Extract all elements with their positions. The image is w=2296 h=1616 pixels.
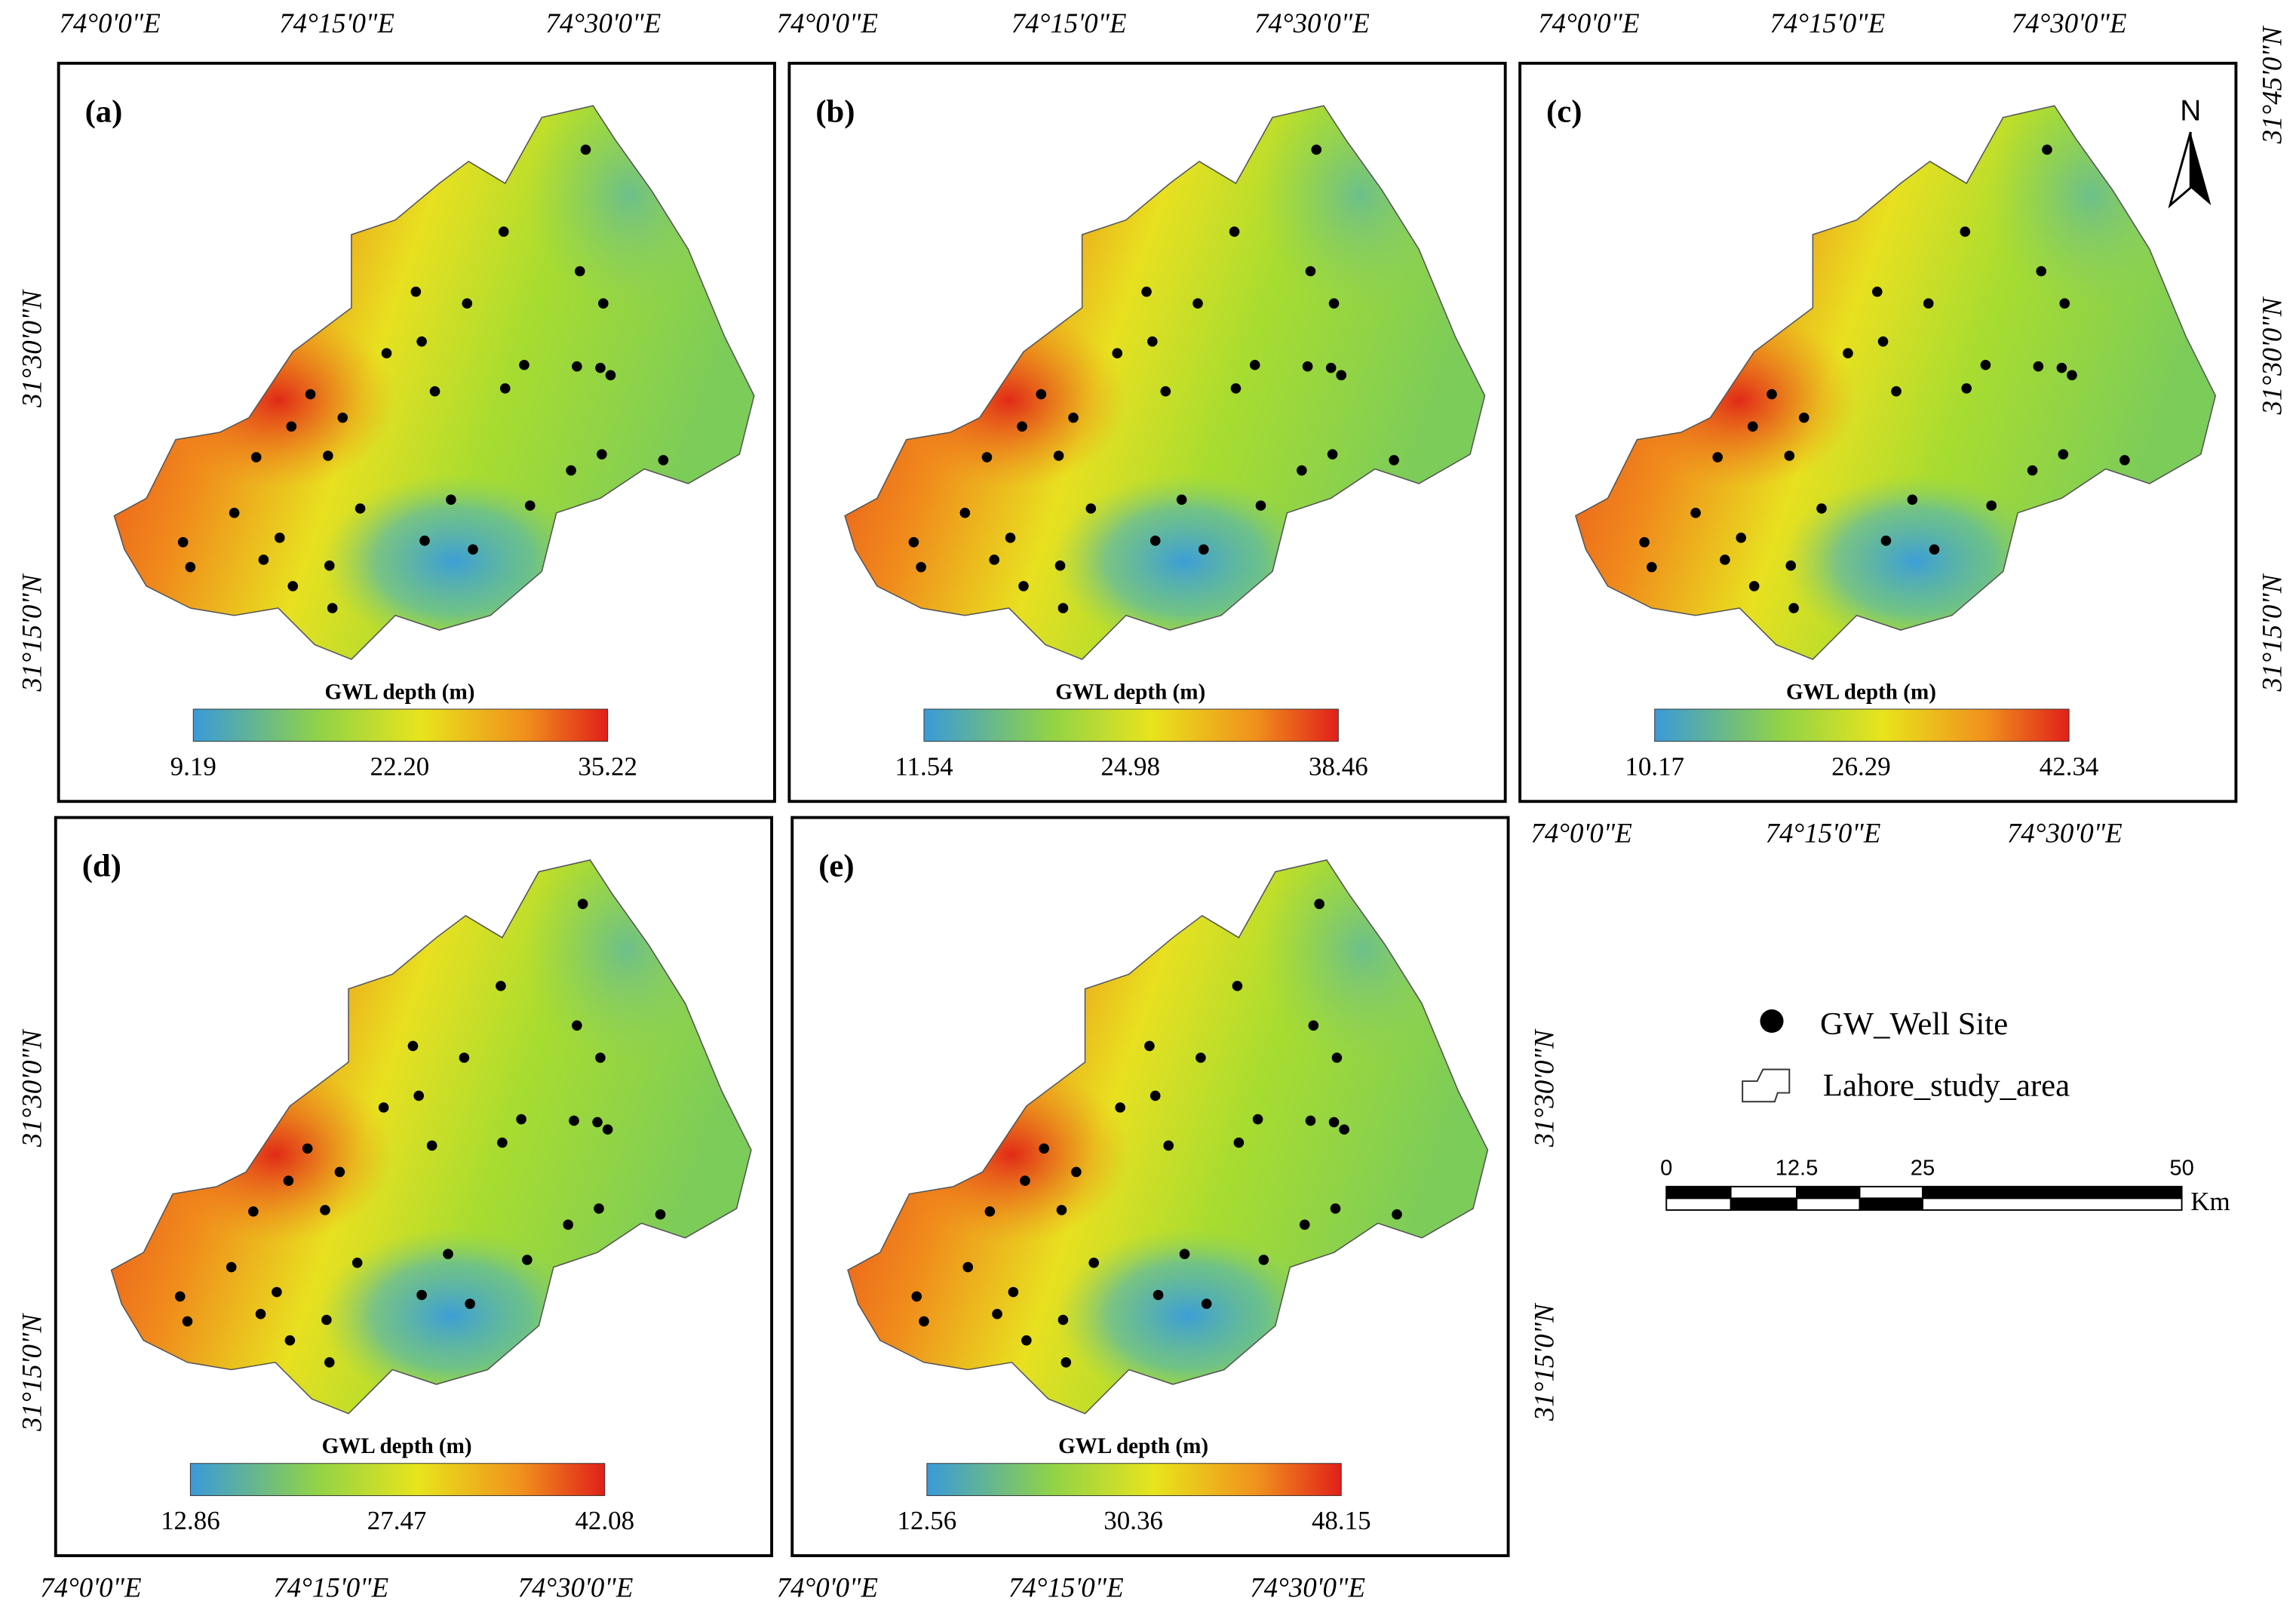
- latitude-label: 31°30'0"N: [1529, 1028, 1560, 1147]
- longitude-label: 74°0'0"E: [1530, 818, 1631, 849]
- panel-frame: [787, 61, 1507, 803]
- panel-label: (d): [82, 848, 121, 883]
- longitude-label: 74°0'0"E: [40, 1571, 141, 1602]
- scale-bar-segment: [1859, 1185, 1923, 1200]
- legend-well-symbol: [1760, 1009, 1784, 1033]
- longitude-label: 74°15'0"E: [279, 8, 394, 38]
- panel-label: (e): [818, 848, 854, 883]
- latitude-label: 31°15'0"N: [1529, 1302, 1560, 1421]
- colorbar-title: GWL depth (m): [325, 680, 475, 704]
- legend-item: GW_Well Site: [1820, 1006, 2008, 1042]
- north-arrow: [2168, 131, 2192, 209]
- latitude-label: 31°15'0"N: [2257, 573, 2288, 692]
- colorbar: [189, 1463, 606, 1496]
- panel-frame: [1518, 61, 2238, 803]
- colorbar-title: GWL depth (m): [1786, 680, 1936, 704]
- longitude-label: 74°30'0"E: [1250, 1571, 1365, 1602]
- study-area-map: [114, 78, 754, 659]
- latitude-label: 31°30'0"N: [16, 1028, 47, 1147]
- colorbar-label: 12.56: [898, 1506, 957, 1535]
- map-panel: (d) GWL depth (m) 12.86 27.47 42.08: [54, 816, 774, 1557]
- scale-bar-segment: [1730, 1185, 1797, 1200]
- longitude-label: 74°0'0"E: [59, 8, 160, 38]
- panel-label: (a): [85, 94, 123, 129]
- longitude-label: 74°0'0"E: [777, 8, 878, 38]
- panel-label: (b): [815, 94, 855, 129]
- study-area-map: [848, 832, 1487, 1414]
- study-area-map: [112, 832, 751, 1414]
- colorbar-label: 27.47: [367, 1506, 427, 1535]
- panel-frame: [54, 816, 774, 1557]
- scale-bar-segment: [1921, 1185, 2183, 1200]
- colorbar: [923, 708, 1339, 742]
- colorbar-label: 10.17: [1625, 751, 1684, 781]
- scale-bar-segment: [1665, 1197, 1732, 1211]
- north-arrow: [2190, 132, 2212, 206]
- colorbar-label: 48.15: [1312, 1506, 1371, 1535]
- panel-frame: [57, 61, 776, 803]
- panel-frame: [790, 816, 1510, 1557]
- scale-bar-segment: [1921, 1197, 2183, 1211]
- longitude-label: 74°15'0"E: [273, 1571, 388, 1602]
- latitude-label: 31°30'0"N: [16, 289, 47, 408]
- map-panel: (c) GWL depth (m) 10.17 26.29 42.34: [1518, 61, 2238, 803]
- north-label: N: [2180, 95, 2201, 127]
- colorbar-label: 38.46: [1309, 751, 1368, 781]
- longitude-label: 74°30'0"E: [1254, 8, 1370, 38]
- colorbar-label: 12.86: [161, 1506, 220, 1535]
- latitude-label: 31°15'0"N: [16, 1313, 47, 1432]
- legend-area-symbol: [1742, 1068, 1791, 1103]
- colorbar-title: GWL depth (m): [1058, 1434, 1208, 1458]
- longitude-label: 74°15'0"E: [1770, 8, 1885, 38]
- scale-bar-segment: [1665, 1185, 1732, 1200]
- colorbar-title: GWL depth (m): [322, 1434, 472, 1458]
- longitude-label: 74°15'0"E: [1011, 8, 1127, 38]
- colorbar-label: 42.08: [575, 1506, 634, 1535]
- scale-bar-segment: [1730, 1197, 1797, 1211]
- scale-bar-label: 50: [2169, 1156, 2193, 1180]
- longitude-label: 74°30'0"E: [2007, 818, 2123, 849]
- colorbar: [926, 1463, 1342, 1496]
- colorbar-label: 24.98: [1100, 751, 1160, 781]
- longitude-label: 74°15'0"E: [1008, 1571, 1124, 1602]
- colorbar-title: GWL depth (m): [1055, 680, 1205, 704]
- colorbar-label: 35.22: [578, 751, 637, 781]
- latitude-label: 31°15'0"N: [16, 573, 47, 692]
- longitude-label: 74°0'0"E: [1538, 8, 1639, 38]
- longitude-label: 74°30'0"E: [2012, 8, 2127, 38]
- map-panel: (e) GWL depth (m) 12.56 30.36 48.15: [790, 816, 1510, 1557]
- panel-label: (c): [1546, 94, 1582, 129]
- scale-bar-segment: [1796, 1185, 1861, 1200]
- latitude-label: 31°45'0"N: [2257, 25, 2288, 144]
- colorbar-label: 11.54: [895, 751, 953, 781]
- map-panel: (a) GWL depth (m) 9.19 22.20 35.22: [57, 61, 776, 803]
- colorbar: [1654, 708, 2070, 742]
- study-area-map: [845, 78, 1484, 659]
- colorbar: [192, 708, 609, 742]
- colorbar-label: 30.36: [1103, 1506, 1163, 1535]
- scale-bar-label: 25: [1911, 1156, 1935, 1180]
- longitude-label: 74°30'0"E: [518, 1571, 634, 1602]
- colorbar-label: 42.34: [2040, 751, 2099, 781]
- colorbar-label: 22.20: [370, 751, 430, 781]
- scale-bar-unit: Km: [2190, 1187, 2230, 1216]
- scale-bar-label: 12.5: [1776, 1156, 1819, 1180]
- scale-bar-label: 0: [1660, 1156, 1672, 1180]
- scale-bar-segment: [1796, 1197, 1861, 1211]
- latitude-label: 31°30'0"N: [2257, 296, 2288, 415]
- longitude-label: 74°30'0"E: [545, 8, 661, 38]
- scale-bar-segment: [1859, 1197, 1923, 1211]
- map-panel: (b) GWL depth (m) 11.54 24.98 38.46: [787, 61, 1507, 803]
- longitude-label: 74°0'0"E: [777, 1571, 878, 1602]
- colorbar-label: 26.29: [1831, 751, 1891, 781]
- study-area-map: [1576, 78, 2215, 659]
- longitude-label: 74°15'0"E: [1766, 818, 1881, 849]
- colorbar-label: 9.19: [170, 751, 216, 781]
- legend-item: Lahore_study_area: [1823, 1068, 2070, 1103]
